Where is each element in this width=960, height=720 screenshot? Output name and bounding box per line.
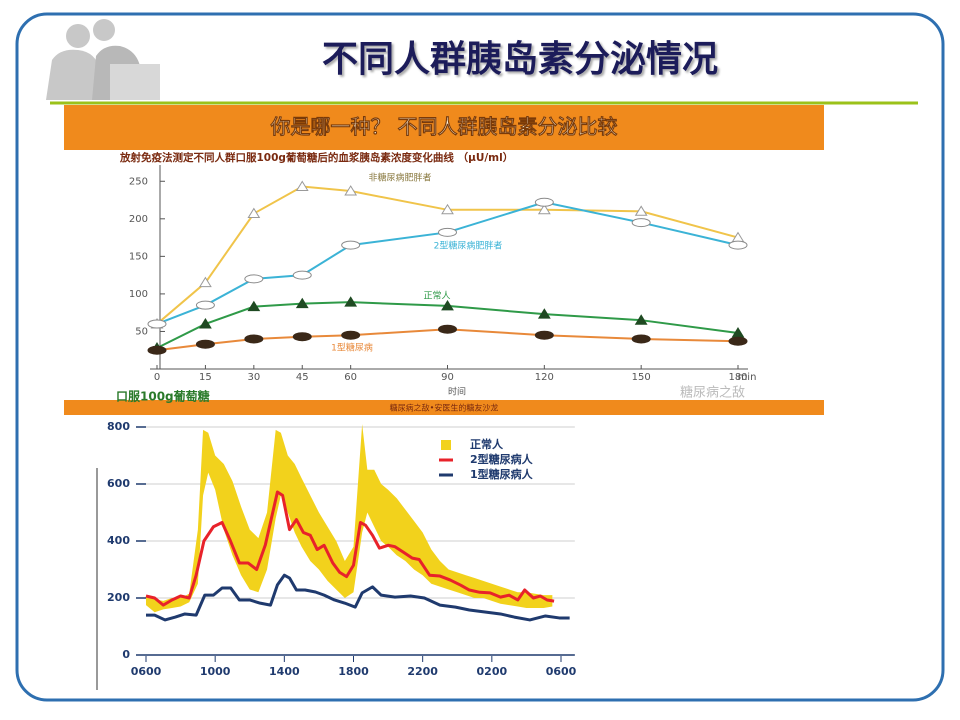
banner-title: 你是哪一种？ 不同人群胰岛素分泌比较 xyxy=(270,115,618,139)
x-tick-label: 0200 xyxy=(477,665,508,678)
series-line xyxy=(146,573,570,622)
y-tick-label: 200 xyxy=(107,591,130,604)
marker xyxy=(344,185,358,196)
marker xyxy=(147,319,167,329)
note: 口服100g葡萄糖 xyxy=(116,389,210,404)
marker xyxy=(438,227,457,237)
legend-swatch xyxy=(441,440,451,450)
x-tick-label: 60 xyxy=(344,372,357,383)
x-label: 时间 xyxy=(448,386,466,398)
slide-title: 不同人群胰岛素分泌情况 xyxy=(322,38,718,80)
footer-bg xyxy=(64,400,824,415)
plot-bg xyxy=(64,150,824,400)
x-tick-label: 1400 xyxy=(269,665,300,678)
marker xyxy=(195,300,215,310)
x-tick-label: 30 xyxy=(247,372,260,383)
legend-label: 正常人 xyxy=(470,437,504,451)
x-tick-label: 0 xyxy=(154,372,160,383)
marker xyxy=(438,324,457,334)
marker xyxy=(195,339,215,349)
marker xyxy=(728,336,748,346)
y-tick-label: 800 xyxy=(107,420,130,433)
marker xyxy=(534,197,554,207)
marker xyxy=(244,274,264,284)
marker xyxy=(441,299,454,311)
marker xyxy=(537,203,551,215)
band-area xyxy=(146,424,553,613)
y-tick-label: 50 xyxy=(135,326,148,337)
marker xyxy=(295,180,309,192)
series-line xyxy=(145,490,555,607)
marker xyxy=(631,334,651,344)
x-unit: min xyxy=(738,372,757,383)
x-tick-label: 15 xyxy=(199,372,212,383)
marker xyxy=(292,332,312,342)
marker xyxy=(199,276,212,288)
marker xyxy=(295,297,309,309)
y-tick-label: 100 xyxy=(129,289,148,300)
x-tick-label: 90 xyxy=(441,372,454,383)
marker xyxy=(292,270,312,280)
marker xyxy=(344,296,358,307)
x-tick-label: 120 xyxy=(535,372,554,383)
y-tick-label: 600 xyxy=(107,477,130,490)
marker xyxy=(341,240,361,250)
marker xyxy=(631,218,651,228)
x-tick-label: 150 xyxy=(632,372,651,383)
y-tick-label: 0 xyxy=(122,648,130,661)
marker xyxy=(199,317,212,329)
x-tick-label: 2200 xyxy=(407,665,438,678)
x-tick-label: 45 xyxy=(296,372,309,383)
marker xyxy=(244,334,264,344)
y-tick-label: 250 xyxy=(129,176,148,187)
footer: 糖尿病之敌•安医生的糖友沙龙 xyxy=(390,403,499,413)
marker xyxy=(634,314,648,325)
series-label: 非糖尿病肥胖者 xyxy=(368,172,431,184)
marker xyxy=(534,330,554,340)
series-label: 1型糖尿病 xyxy=(331,342,373,354)
x-tick-label: 1000 xyxy=(200,665,231,678)
logo xyxy=(46,19,160,100)
marker xyxy=(147,345,167,355)
series-label: 正常人 xyxy=(423,290,450,302)
marker xyxy=(728,240,748,250)
marker xyxy=(247,207,261,219)
legend-label: 2型糖尿病人 xyxy=(470,452,534,466)
y-tick-label: 200 xyxy=(129,214,148,225)
y-tick-label: 400 xyxy=(107,534,130,547)
legend-label: 1型糖尿病人 xyxy=(470,467,534,481)
x-tick-label: 0600 xyxy=(546,665,577,678)
marker xyxy=(441,203,454,215)
chart-subtitle: 放射免疫法测定不同人群口服100g葡萄糖后的血浆胰岛素浓度变化曲线 （μU/ml… xyxy=(119,151,513,164)
watermark: 糖尿病之敌 xyxy=(680,385,745,401)
x-tick-label: 1800 xyxy=(338,665,369,678)
banner-bg xyxy=(64,105,824,150)
series-label: 2型糖尿病肥胖者 xyxy=(434,240,503,252)
y-tick-label: 150 xyxy=(129,251,148,262)
marker xyxy=(247,300,261,312)
marker xyxy=(634,205,648,216)
x-tick-label: 180 xyxy=(728,372,747,383)
marker xyxy=(341,330,361,340)
x-tick-label: 0600 xyxy=(131,665,162,678)
marker xyxy=(537,308,551,319)
